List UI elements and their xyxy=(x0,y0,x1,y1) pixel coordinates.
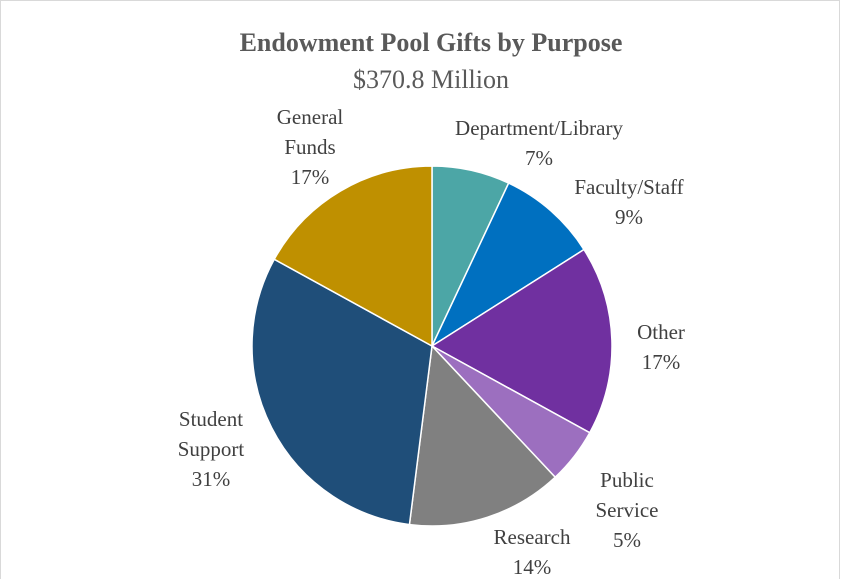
slice-label-other: Other 17% xyxy=(637,320,685,374)
pie-slice-faculty-staff xyxy=(430,182,586,349)
pie-slice-research xyxy=(408,344,557,527)
slice-label-faculty-staff: Faculty/Staff 9% xyxy=(574,175,683,229)
chart-title: Endowment Pool Gifts by Purpose xyxy=(240,28,623,57)
chart-subtitle: $370.8 Million xyxy=(353,65,509,94)
slice-label-department-library: Department/Library 7% xyxy=(455,116,623,170)
slice-label-student-support: Student Support 31% xyxy=(178,407,245,491)
slice-label-general-funds: General Funds 17% xyxy=(277,105,344,189)
pie-labels: Department/Library 7%Faculty/Staff 9% Other… xyxy=(178,105,685,579)
slice-label-research: Research 14% xyxy=(494,525,571,579)
pie-slice-student-support xyxy=(251,258,433,526)
pie-slice-general-funds xyxy=(273,165,433,348)
slice-label-public-service: Public Service 5% xyxy=(596,468,659,552)
pie-slices xyxy=(251,165,613,527)
pie-slice-other xyxy=(430,248,613,434)
